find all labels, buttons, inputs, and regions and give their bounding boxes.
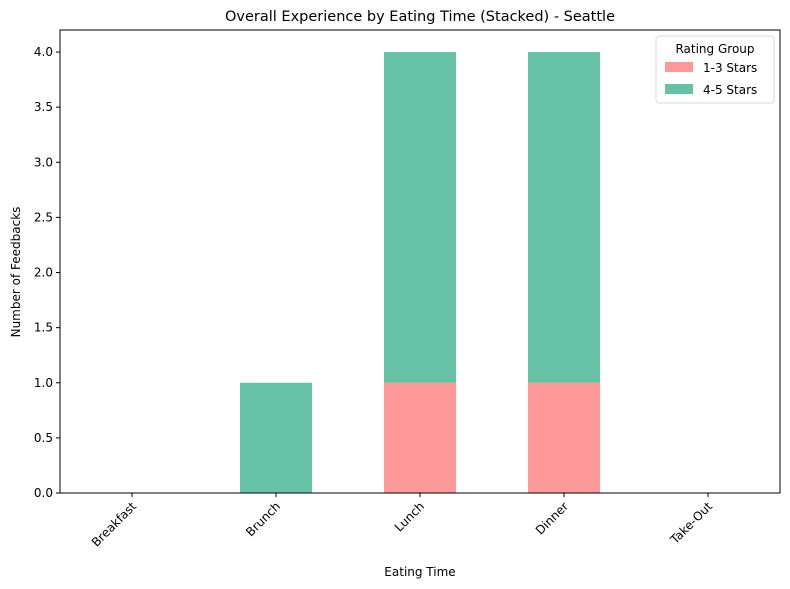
y-tick-label: 3.5 [34,100,53,114]
x-axis-label: Eating Time [384,565,455,579]
bar-dinner-4-5-stars [528,52,600,383]
legend-label-4-5-stars: 4-5 Stars [703,83,757,97]
legend-swatch-1-3-stars [665,62,693,72]
y-axis-label: Number of Feedbacks [9,207,23,338]
y-tick-label: 0.5 [34,431,53,445]
bar-dinner-1-3-stars [528,382,600,493]
legend-title: Rating Group [675,42,754,56]
bar-brunch-4-5-stars [240,382,312,493]
y-tick-label: 0.0 [34,486,53,500]
y-tick-label: 4.0 [34,45,53,59]
legend: Rating Group 1-3 Stars 4-5 Stars [655,35,775,104]
y-tick-label: 1.0 [34,376,53,390]
legend-swatch-4-5-stars [665,84,693,94]
bars-layer [240,52,600,493]
y-tick-label: 2.0 [34,266,53,280]
y-tick-label: 1.5 [34,321,53,335]
chart-title: Overall Experience by Eating Time (Stack… [225,9,615,25]
bar-lunch-1-3-stars [384,382,456,493]
legend-label-1-3-stars: 1-3 Stars [703,61,757,75]
bar-lunch-4-5-stars [384,52,456,383]
y-tick-label: 3.0 [34,155,53,169]
y-tick-label: 2.5 [34,210,53,224]
